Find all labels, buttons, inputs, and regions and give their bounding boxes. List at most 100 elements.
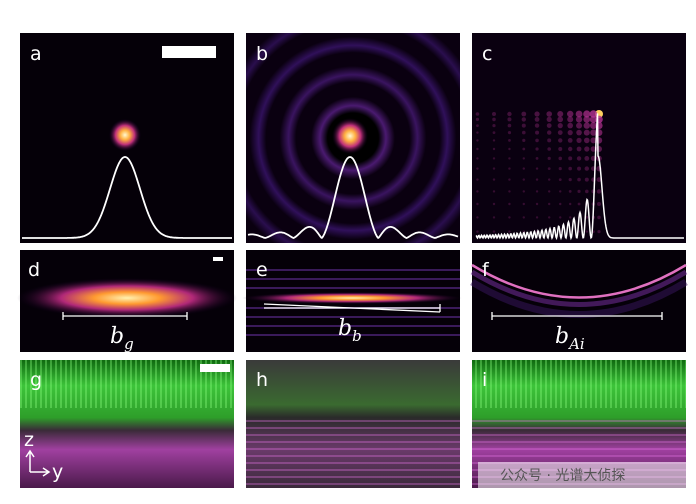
lobe — [597, 202, 601, 206]
lobe — [576, 146, 582, 152]
lobe — [585, 189, 589, 194]
lobe — [476, 139, 479, 142]
lobe — [522, 178, 525, 181]
lobe — [583, 129, 590, 136]
lobe — [548, 216, 551, 219]
lobe — [508, 178, 511, 181]
panel-letter: a — [30, 43, 42, 65]
lobe — [567, 122, 573, 129]
lobe — [576, 122, 583, 129]
lobe — [535, 167, 539, 170]
lobe — [522, 138, 526, 142]
panel-letter: d — [28, 259, 40, 281]
panel-letter: c — [482, 43, 492, 65]
lobe — [547, 167, 551, 171]
lobe — [568, 166, 572, 171]
lobe — [476, 167, 479, 170]
beam — [17, 278, 237, 318]
lobe — [558, 138, 563, 143]
lobe — [534, 123, 540, 128]
lobe — [492, 147, 496, 151]
lobe — [508, 230, 511, 233]
lobe — [589, 115, 598, 123]
lobe — [575, 110, 583, 118]
symbol: b — [110, 324, 124, 349]
lobe — [507, 131, 512, 135]
lobe — [476, 178, 479, 181]
lobe — [596, 189, 602, 194]
lobe — [492, 230, 496, 233]
lobe — [558, 167, 562, 171]
lobe — [590, 146, 597, 152]
lobe — [583, 116, 591, 123]
lobe — [583, 110, 591, 118]
lobe — [547, 130, 552, 135]
lobe — [521, 117, 526, 122]
lobe — [547, 156, 551, 160]
lobe — [535, 138, 539, 143]
lobe — [508, 167, 511, 170]
subscript: b — [352, 327, 362, 345]
lobe — [508, 216, 511, 219]
lobe — [522, 190, 525, 193]
lobe — [557, 123, 563, 129]
lobe — [568, 178, 572, 182]
airy-arc — [470, 279, 688, 318]
panel-letter: i — [482, 369, 487, 391]
lobe — [546, 123, 552, 128]
spot — [332, 118, 368, 154]
lobe — [507, 111, 512, 117]
lobe — [535, 157, 539, 160]
profile — [247, 156, 459, 239]
lobe — [585, 216, 589, 219]
subscript: Ai — [567, 335, 585, 353]
texture — [20, 360, 234, 408]
lobe — [584, 137, 590, 144]
width-markers — [62, 303, 663, 320]
lobe — [596, 177, 602, 183]
lobe — [569, 202, 572, 206]
lobe — [590, 122, 597, 129]
lobe — [558, 147, 563, 151]
lobe — [492, 190, 496, 193]
texture — [472, 360, 686, 408]
lobe — [577, 166, 582, 171]
lobe — [546, 111, 552, 117]
lobe — [577, 202, 581, 206]
lobe — [534, 111, 540, 117]
lobe — [584, 146, 590, 152]
lobe — [597, 230, 601, 234]
texture — [246, 420, 460, 488]
lobe — [575, 116, 583, 123]
lobe — [576, 129, 582, 136]
lobe — [547, 147, 551, 151]
lobe — [508, 190, 511, 193]
panel-letter: h — [256, 369, 268, 391]
lobe — [559, 202, 562, 206]
lobe — [475, 112, 480, 116]
lobe — [492, 112, 496, 116]
axis-letter: z — [24, 429, 34, 451]
lobe — [522, 130, 526, 135]
lobe — [522, 216, 525, 219]
lobe — [476, 216, 479, 219]
lobe — [492, 157, 496, 160]
width-label: bb — [338, 316, 362, 345]
lobe — [521, 111, 527, 117]
lobe — [492, 124, 496, 128]
profile — [475, 113, 684, 241]
lobe — [597, 215, 601, 220]
lobe — [508, 147, 511, 151]
lobe — [508, 202, 511, 206]
airy-arc — [470, 269, 688, 307]
lobe — [557, 116, 564, 123]
lobe — [476, 202, 479, 206]
lobe — [590, 129, 597, 136]
lobe — [583, 122, 590, 129]
lobe — [475, 117, 480, 121]
panel-letter: e — [256, 259, 268, 281]
lobe — [508, 139, 511, 142]
scale-bar — [213, 257, 223, 261]
lobe — [492, 117, 496, 122]
lobe — [584, 177, 589, 182]
